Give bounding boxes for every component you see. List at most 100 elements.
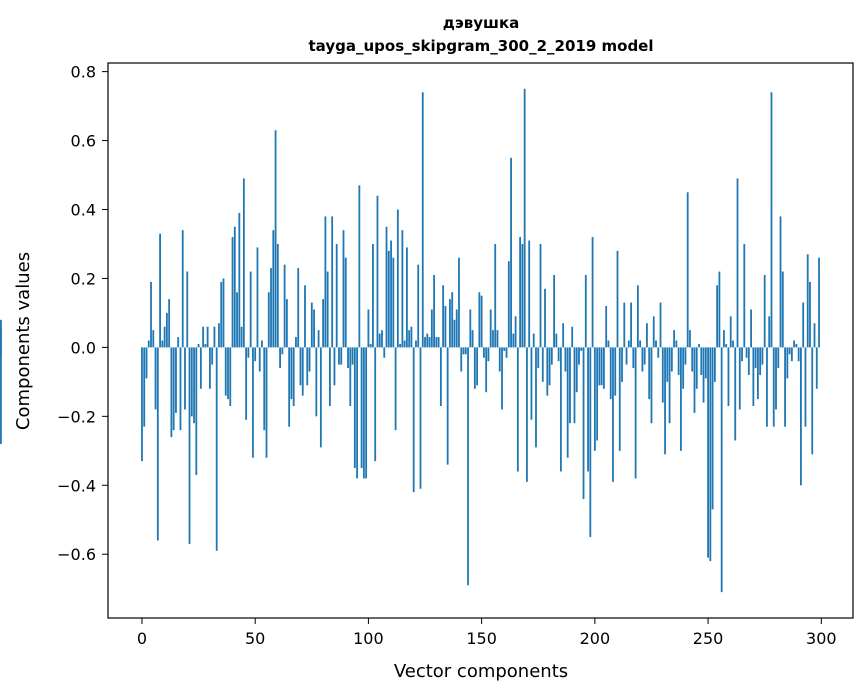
x-tick-label: 150 — [466, 629, 497, 648]
bar-180 — [548, 347, 551, 386]
bar-240 — [684, 347, 687, 365]
bar-145 — [469, 309, 472, 348]
bar-1 — [143, 347, 146, 427]
bar-89 — [342, 230, 345, 348]
bar-195 — [582, 347, 585, 500]
bar-132 — [439, 347, 442, 406]
bar-19 — [184, 347, 186, 410]
bar-154 — [489, 309, 492, 348]
bar-138 — [453, 319, 456, 348]
bar-212 — [621, 347, 623, 382]
bar-249 — [704, 347, 707, 379]
x-tick-label: 300 — [806, 629, 837, 648]
bar-50 — [254, 347, 257, 362]
bar-141 — [460, 347, 463, 372]
bar-52 — [258, 347, 261, 372]
bar-166 — [516, 347, 519, 472]
bar-97 — [360, 347, 363, 469]
bar-119 — [410, 326, 413, 348]
bar-163 — [510, 157, 512, 348]
bar-5 — [152, 330, 155, 348]
bar-255 — [718, 271, 721, 348]
bar-289 — [795, 343, 798, 348]
bar-88 — [340, 347, 343, 365]
bar-292 — [802, 302, 805, 348]
bar-168 — [521, 243, 524, 348]
bar-185 — [559, 347, 562, 472]
bar-247 — [700, 347, 703, 375]
bar-18 — [181, 230, 184, 348]
bar-149 — [478, 292, 481, 348]
bar-54 — [263, 347, 266, 431]
bar-286 — [788, 347, 791, 355]
bar-124 — [421, 92, 424, 348]
bar-226 — [652, 316, 655, 348]
bar-194 — [580, 347, 583, 351]
bar-250 — [707, 347, 709, 558]
bar-238 — [680, 347, 682, 451]
bar-213 — [623, 302, 626, 348]
bar-122 — [417, 264, 420, 348]
bar-109 — [387, 250, 390, 348]
bar-261 — [732, 340, 734, 348]
bar-273 — [759, 347, 762, 375]
bar-40 — [231, 237, 234, 348]
bar-192 — [575, 347, 578, 393]
bar-16 — [177, 337, 180, 348]
y-axis-label: Components values — [13, 252, 34, 430]
bar-252 — [711, 347, 714, 510]
bar-101 — [369, 343, 372, 348]
bar-21 — [188, 347, 191, 544]
bar-73 — [306, 347, 309, 386]
bar-199 — [591, 237, 594, 348]
bar-170 — [526, 347, 528, 482]
bar-278 — [770, 92, 773, 348]
bar-197 — [587, 347, 589, 472]
bar-26 — [199, 347, 202, 389]
bar-283 — [781, 271, 784, 348]
bar-6 — [154, 347, 157, 410]
y-tick-label: −0.2 — [57, 407, 96, 426]
bar-69 — [297, 268, 300, 348]
bar-39 — [229, 347, 232, 406]
bar-111 — [392, 257, 395, 348]
bar-228 — [657, 347, 660, 358]
bar-203 — [600, 347, 603, 386]
bar-140 — [458, 257, 460, 348]
bar-291 — [800, 347, 802, 486]
bar-42 — [236, 292, 238, 348]
bar-65 — [288, 347, 291, 427]
bar-0 — [141, 347, 143, 462]
bar-295 — [809, 281, 811, 348]
bar-130 — [435, 337, 438, 348]
bar-177 — [541, 347, 544, 382]
bar-113 — [396, 209, 399, 348]
bar-107 — [383, 347, 386, 358]
bar-134 — [444, 306, 447, 348]
bar-158 — [498, 347, 501, 372]
bar-162 — [507, 261, 510, 348]
bar-17 — [179, 347, 182, 431]
bar-219 — [636, 285, 639, 348]
bar-106 — [381, 330, 383, 348]
bar-74 — [308, 347, 311, 372]
bar-164 — [512, 333, 515, 348]
bar-266 — [743, 243, 746, 348]
bar-157 — [496, 330, 499, 348]
bar-270 — [752, 347, 755, 406]
bar-282 — [779, 216, 782, 348]
bar-159 — [501, 347, 503, 410]
bar-193 — [578, 347, 580, 365]
bar-254 — [716, 285, 719, 348]
bar-233 — [668, 347, 671, 424]
bar-152 — [485, 347, 488, 393]
bar-27 — [202, 326, 205, 348]
bar-284 — [784, 347, 786, 427]
bar-210 — [616, 250, 619, 348]
bar-53 — [261, 340, 263, 348]
bar-209 — [614, 347, 617, 396]
bar-251 — [709, 347, 712, 562]
bar-144 — [467, 347, 469, 586]
bar-256 — [720, 347, 723, 593]
bar-103 — [374, 347, 377, 462]
